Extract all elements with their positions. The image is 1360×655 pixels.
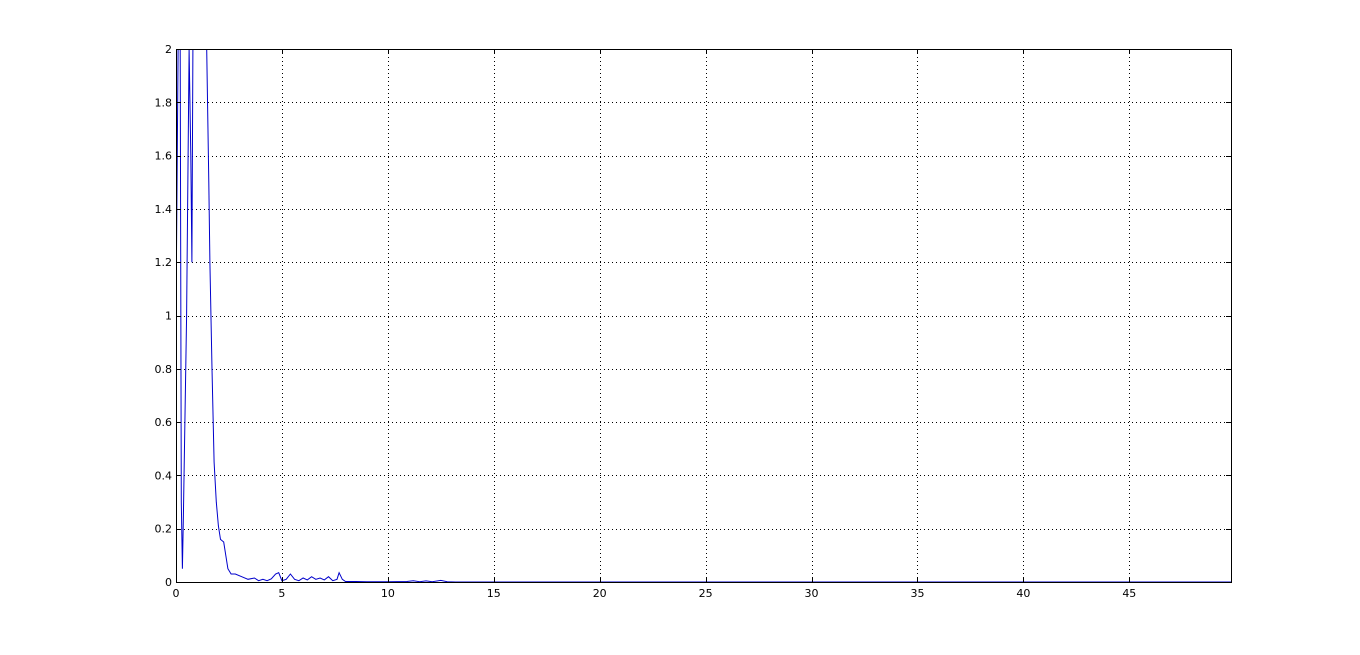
x-tick-label: 40 — [1016, 587, 1030, 600]
y-tick-label: 0.6 — [155, 416, 173, 429]
y-tick-label: 2 — [165, 43, 172, 56]
x-tick-label: 25 — [699, 587, 713, 600]
x-tick-label: 35 — [910, 587, 924, 600]
y-tick-label: 1.6 — [155, 150, 173, 163]
y-tick-label: 0 — [165, 576, 172, 589]
x-tick-label: 30 — [805, 587, 819, 600]
y-tick-label: 0.2 — [155, 523, 173, 536]
grid — [176, 49, 1231, 582]
y-tick-label: 1 — [165, 310, 172, 323]
series-line — [176, 49, 1231, 582]
axes — [176, 49, 1232, 583]
y-tick-label: 0.8 — [155, 363, 173, 376]
x-tick-label: 10 — [381, 587, 395, 600]
y-tick-label: 0.4 — [155, 469, 173, 482]
x-tick-label: 20 — [593, 587, 607, 600]
x-tick-label: 15 — [487, 587, 501, 600]
x-tick-label: 0 — [173, 587, 180, 600]
y-tick-label: 1.4 — [155, 203, 173, 216]
x-tick-label: 45 — [1122, 587, 1136, 600]
x-tick-label: 5 — [278, 587, 285, 600]
tick-labels: 0 5 10 15 20 25 30 35 40 45 0 0.2 0.4 0.6 0.8 1 1.2 1.4 1.… — [155, 43, 1137, 600]
plot-series — [176, 49, 1231, 582]
y-tick-label: 1.8 — [155, 96, 173, 109]
y-tick-label: 1.2 — [155, 256, 173, 269]
